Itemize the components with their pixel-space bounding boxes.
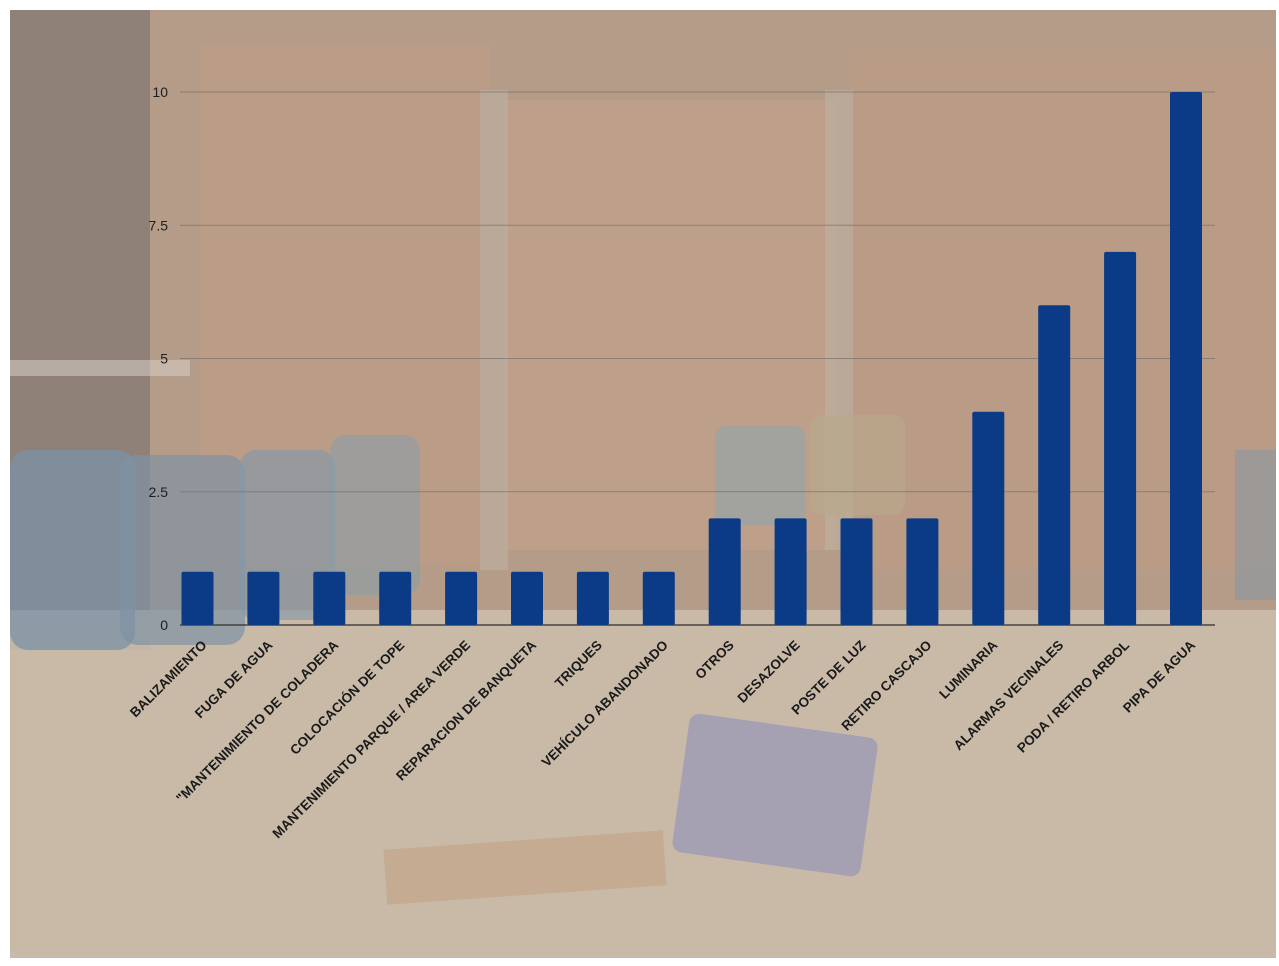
bar bbox=[181, 571, 214, 625]
bar bbox=[1038, 305, 1071, 625]
bar bbox=[511, 571, 543, 625]
x-tick-label: OTROS bbox=[692, 638, 737, 683]
x-tick-label: REPARACION DE BANQUETA bbox=[393, 637, 539, 783]
bar bbox=[313, 571, 346, 625]
y-tick-label: 2.5 bbox=[149, 484, 169, 500]
bar bbox=[1104, 251, 1137, 625]
bar bbox=[840, 518, 873, 625]
x-tick-label: VEHÍCULO ABANDONADO bbox=[539, 638, 671, 770]
y-tick-label: 0 bbox=[160, 617, 168, 633]
bar bbox=[906, 518, 939, 625]
y-tick-label: 10 bbox=[152, 84, 168, 100]
x-tick-label: ALARMAS VECINALES bbox=[951, 638, 1067, 754]
y-axis-ticks: 0 2.5 5 7.5 10 bbox=[149, 84, 169, 633]
x-tick-label: PIPA DE AGUA bbox=[1120, 637, 1198, 715]
bars bbox=[181, 92, 1202, 625]
chart-canvas: 0 2.5 5 7.5 10 BALIZAMIENTO FUGA DE AGUA "MANT… bbox=[10, 10, 1276, 958]
bar bbox=[379, 571, 412, 625]
bar bbox=[972, 411, 1005, 625]
bar bbox=[576, 571, 609, 625]
bar bbox=[708, 518, 741, 625]
x-tick-label: DESAZOLVE bbox=[734, 638, 802, 706]
bar bbox=[247, 571, 280, 625]
bar bbox=[1170, 92, 1202, 625]
bar bbox=[774, 518, 807, 625]
x-tick-label: TRIQUES bbox=[552, 638, 605, 691]
y-tick-label: 5 bbox=[160, 351, 168, 367]
x-tick-label: PODA / RETIRO ARBOL bbox=[1014, 638, 1132, 756]
x-tick-label: COLOCACIÓN DE TOPE bbox=[287, 638, 407, 758]
x-tick-label: LUMINARIA bbox=[936, 637, 1000, 701]
bar bbox=[445, 571, 478, 625]
y-tick-label: 7.5 bbox=[149, 217, 169, 233]
bar bbox=[642, 571, 675, 625]
